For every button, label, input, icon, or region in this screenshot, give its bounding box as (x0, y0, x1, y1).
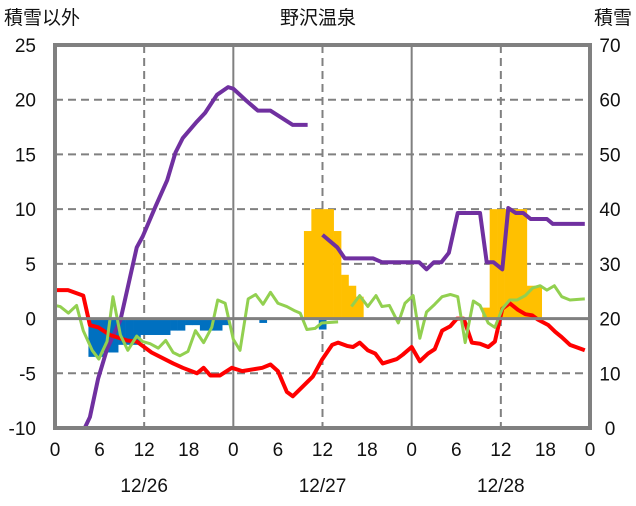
right-tick-label: 0 (605, 419, 616, 440)
snowfall-bar (333, 231, 342, 319)
snow-decrease-bar (88, 318, 97, 357)
snow-decrease-bar (147, 318, 156, 335)
right-tick-label: 40 (599, 200, 620, 221)
snow-decrease-bar (133, 318, 141, 345)
snowfall-bar (341, 274, 349, 319)
x-tick-label: 18 (357, 440, 378, 461)
series-line-snow-depth (55, 85, 308, 430)
snow-decrease-bar (170, 318, 178, 331)
series-line-wind (350, 284, 585, 345)
snow-decrease-bar (214, 318, 223, 331)
snowfall-bar (504, 209, 513, 319)
axis-labels: 積雪以外 野沢温泉 積雪 2520151050-5-10706050403020… (4, 7, 632, 497)
chart-title: 野沢温泉 (280, 7, 356, 29)
left-tick-label: 15 (15, 145, 36, 166)
x-tick-label: 18 (178, 440, 199, 461)
snow-decrease-bar (140, 318, 149, 335)
snowfall-bar (534, 285, 543, 319)
plot-frame (53, 43, 592, 430)
left-tick-label: -5 (19, 364, 36, 385)
snow-decrease-bar (185, 318, 193, 326)
x-tick-label: 6 (94, 440, 105, 461)
x-tick-label: 0 (50, 440, 61, 461)
x-tick-label: 12 (134, 440, 155, 461)
snow-decrease-bar (192, 318, 201, 326)
right-tick-label: 10 (599, 364, 620, 385)
right-tick-label: 30 (599, 255, 620, 276)
snow-decrease-bar (199, 318, 208, 331)
day-label: 12/27 (299, 476, 347, 497)
day-label: 12/26 (120, 476, 168, 497)
snowfall-bar (355, 296, 364, 319)
right-tick-label: 20 (599, 310, 620, 331)
snowfall-bar (511, 209, 520, 319)
left-tick-label: 5 (25, 255, 36, 276)
left-tick-label: 20 (15, 91, 36, 112)
left-axis-title: 積雪以外 (4, 7, 80, 29)
snow-decrease-bar (118, 318, 126, 345)
x-tick-label: 6 (273, 440, 284, 461)
right-axis-title: 積雪 (594, 7, 632, 29)
left-tick-label: 0 (25, 310, 36, 331)
snowfall-bar (482, 307, 490, 319)
snow-decrease-bar (95, 318, 104, 357)
snowfall-bar (519, 209, 528, 319)
day-label: 12/28 (477, 476, 525, 497)
snow-decrease-bar (177, 318, 186, 331)
snowfall-bar (303, 231, 312, 319)
x-tick-label: 18 (535, 440, 556, 461)
left-tick-label: 25 (15, 36, 36, 57)
x-tick-label: 0 (228, 440, 239, 461)
right-tick-label: 50 (599, 145, 620, 166)
snowfall-bar (326, 209, 334, 319)
series-line-snow-depth (321, 206, 585, 272)
left-tick-label: 10 (15, 200, 36, 221)
plot-border (53, 43, 592, 430)
series-line-wind (54, 290, 339, 361)
snow-decrease-bar (259, 318, 268, 323)
snowfall-bar (348, 285, 357, 319)
left-tick-label: -10 (9, 419, 36, 440)
snow-decrease-bar (155, 318, 164, 335)
snowfall-bar (318, 209, 327, 319)
x-tick-label: 0 (406, 440, 417, 461)
x-tick-label: 6 (451, 440, 462, 461)
x-tick-label: 0 (585, 440, 596, 461)
x-tick-label: 12 (312, 440, 333, 461)
x-tick-label: 12 (490, 440, 511, 461)
series-lines (54, 85, 586, 430)
snow-decrease-bar (162, 318, 171, 335)
snowfall-bar (311, 209, 320, 319)
snow-decrease-bar (222, 318, 230, 326)
snow-decrease-bar (125, 318, 134, 345)
bars (88, 209, 543, 357)
right-tick-label: 60 (599, 91, 620, 112)
right-tick-label: 70 (599, 36, 620, 57)
snowfall-bar (526, 285, 535, 319)
